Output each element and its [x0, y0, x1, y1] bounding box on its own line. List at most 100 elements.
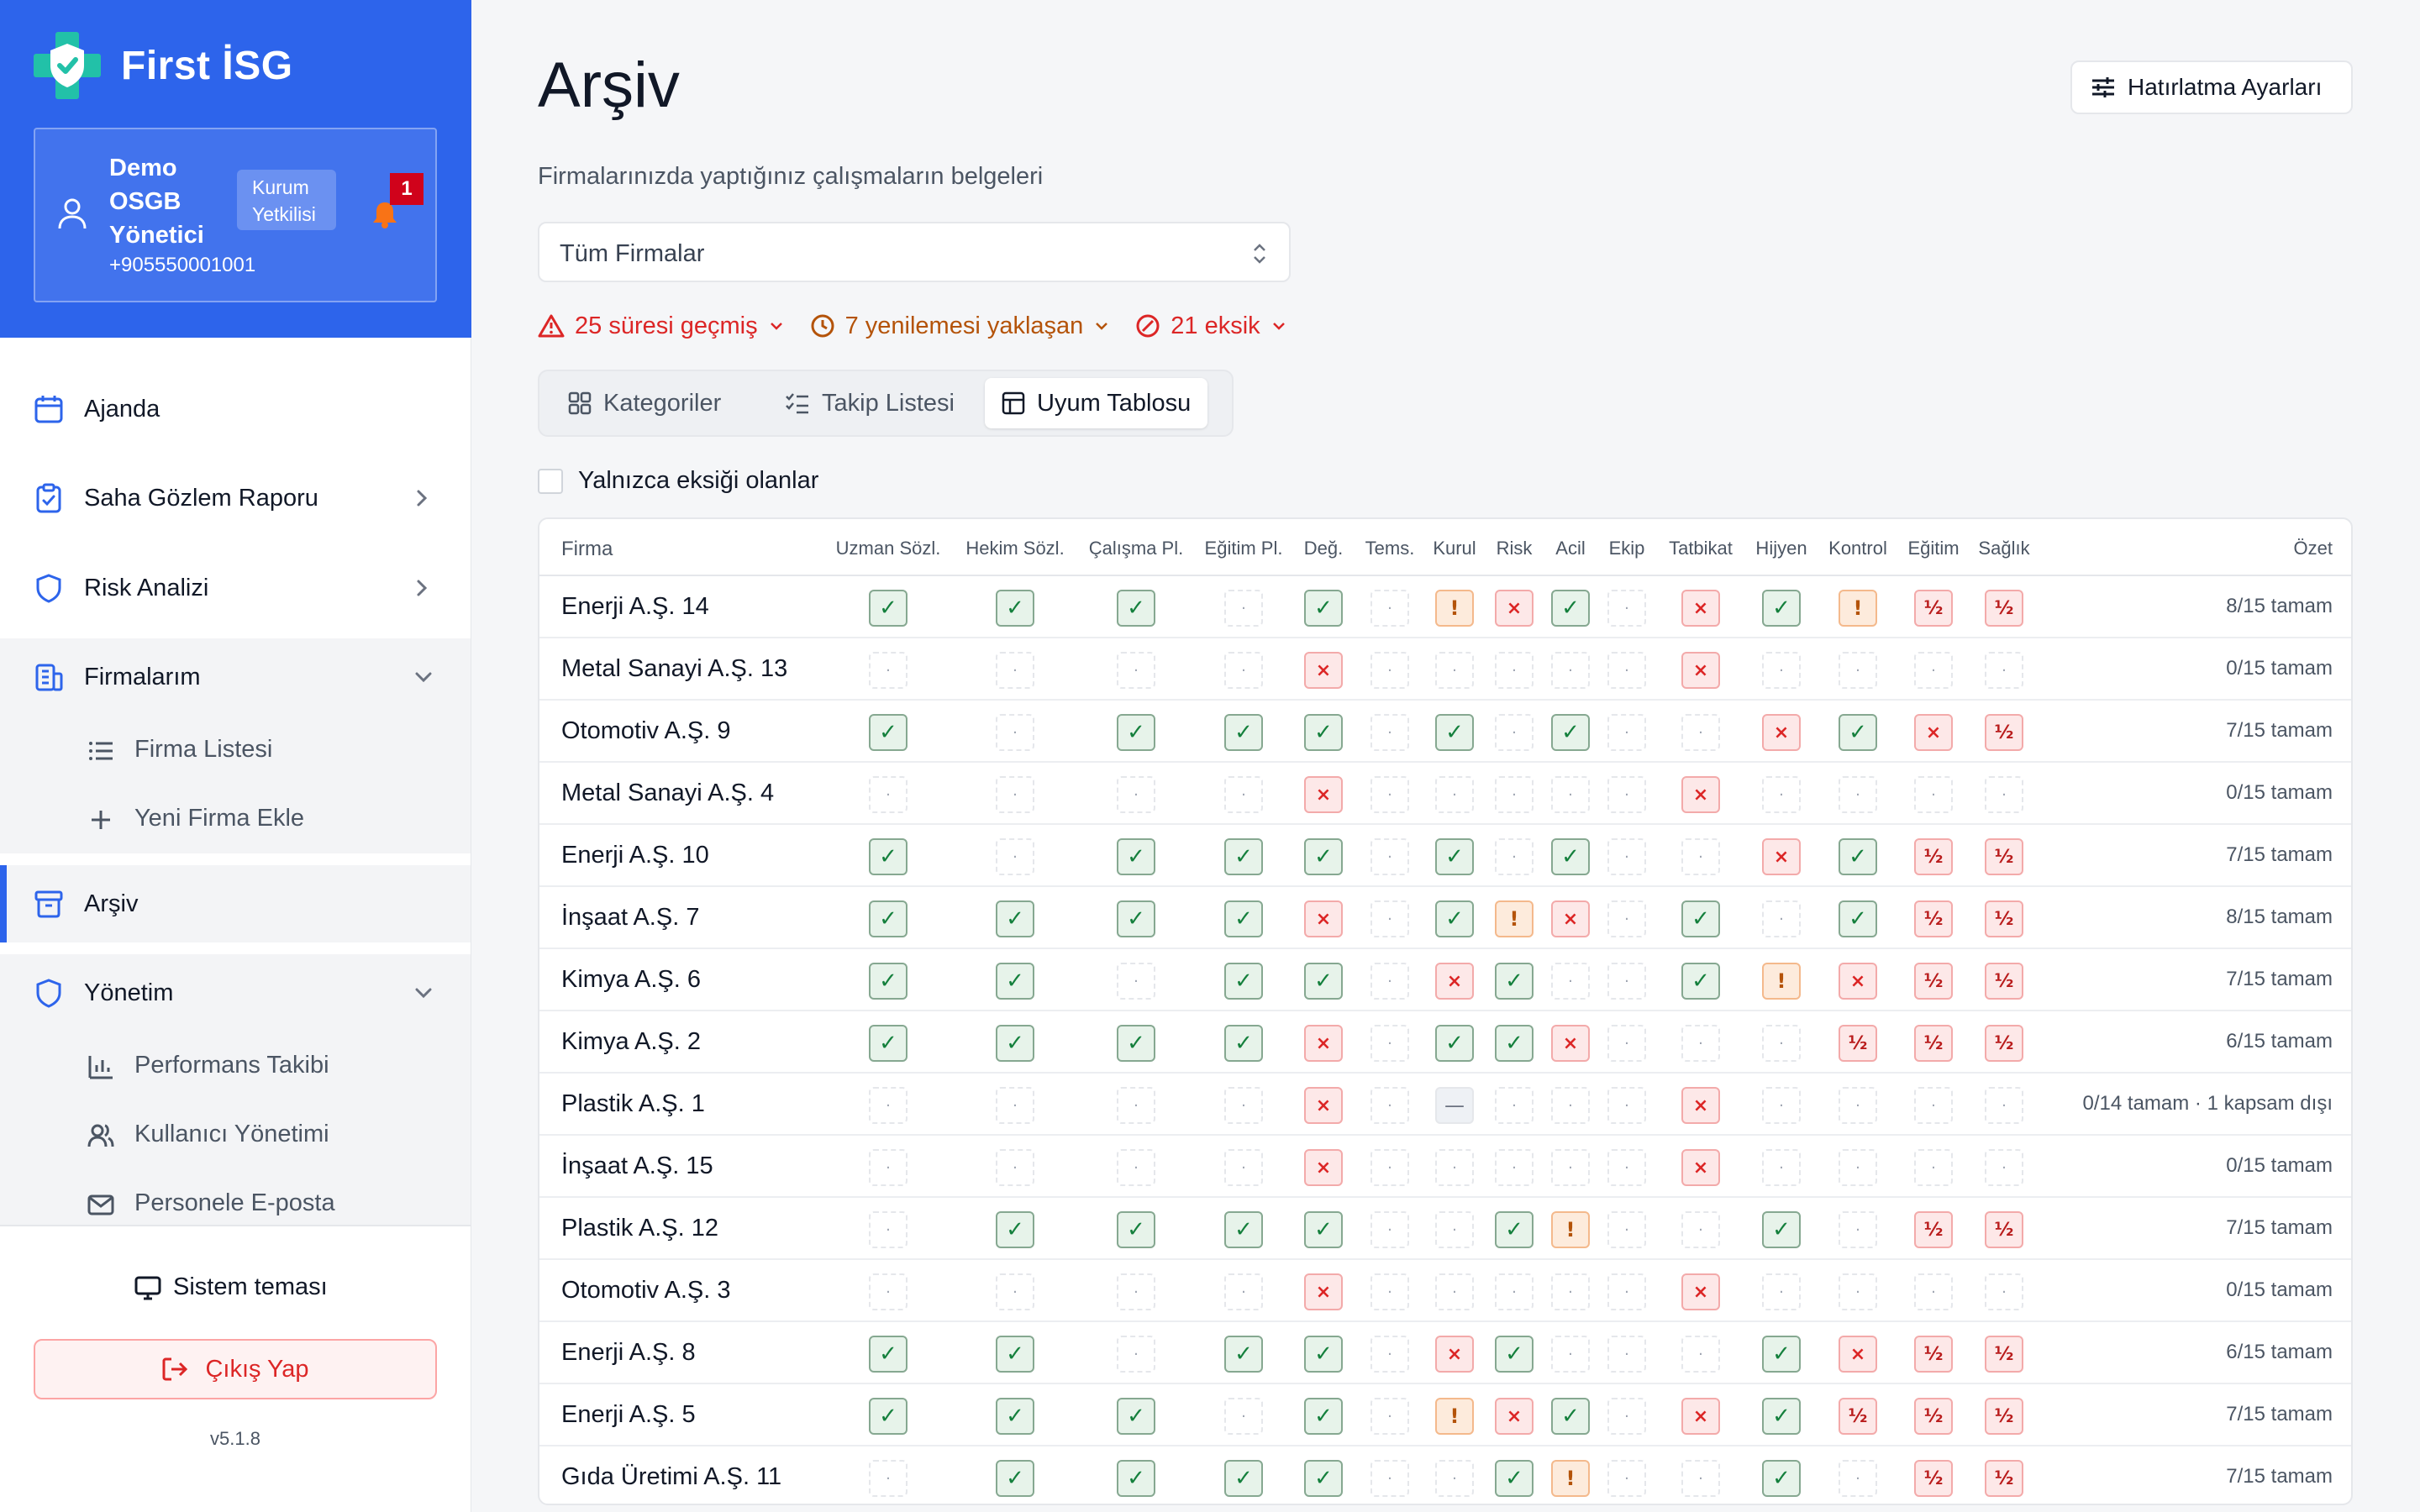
status-empty-cell[interactable]: ·: [1607, 1087, 1646, 1124]
table-row[interactable]: Kimya A.Ş. 2 ✓ ✓ ✓ ✓ × · ✓ ✓ × · · · ½ ½ ½ 6/15 tamam: [539, 1011, 2351, 1074]
status-empty-cell[interactable]: ·: [1607, 963, 1646, 1000]
status-partial-icon[interactable]: ½: [1985, 1211, 2023, 1248]
column-header[interactable]: Sağlık: [1978, 538, 2030, 559]
sidebar-item-risk-analizi[interactable]: Risk Analizi: [0, 549, 471, 627]
sidebar-item-kullanici[interactable]: Kullanıcı Yönetimi: [0, 1100, 471, 1169]
status-complete-icon[interactable]: ✓: [1224, 1460, 1263, 1497]
status-empty-cell[interactable]: ·: [1839, 1149, 1877, 1186]
status-warning-icon[interactable]: !: [1435, 1398, 1474, 1435]
app-logo[interactable]: First İSG: [34, 32, 293, 99]
status-empty-cell[interactable]: ·: [1681, 714, 1720, 751]
status-complete-icon[interactable]: ✓: [996, 963, 1034, 1000]
status-empty-cell[interactable]: ·: [1762, 1273, 1801, 1310]
table-row[interactable]: Plastik A.Ş. 12 · ✓ ✓ ✓ ✓ · · ✓! · · ✓ · ½ ½ 7/15 tamam: [539, 1198, 2351, 1260]
status-empty-cell[interactable]: ·: [1370, 1398, 1409, 1435]
status-partial-icon[interactable]: ½: [1985, 900, 2023, 937]
status-empty-cell[interactable]: ·: [1839, 776, 1877, 813]
status-complete-icon[interactable]: ✓: [996, 1025, 1034, 1062]
table-row[interactable]: Otomotiv A.Ş. 9 ✓ · ✓ ✓ ✓ · ✓ · ✓ · · × ✓ × ½ 7/15 tamam: [539, 701, 2351, 763]
status-complete-icon[interactable]: ✓: [1117, 714, 1155, 751]
status-missing-icon[interactable]: ×: [1839, 963, 1877, 1000]
status-missing-icon[interactable]: ×: [1304, 1149, 1343, 1186]
table-row[interactable]: Plastik A.Ş. 1 · · · · × · — · · · × · · · · 0/14 tamam …: [539, 1074, 2351, 1136]
status-partial-icon[interactable]: ½: [1914, 1025, 1953, 1062]
status-empty-cell[interactable]: ·: [1495, 838, 1534, 875]
upcoming-filter[interactable]: 7 yenilemesi yaklaşan: [810, 312, 1111, 340]
table-row[interactable]: Kimya A.Ş. 6 ✓ ✓ · ✓ ✓ · × ✓ · · ✓! × ½ ½ 7/15 tamam: [539, 949, 2351, 1011]
status-partial-icon[interactable]: ½: [1914, 963, 1953, 1000]
sidebar-item-yeni-firma[interactable]: Yeni Firma Ekle: [0, 785, 471, 853]
status-missing-icon[interactable]: ×: [1304, 1025, 1343, 1062]
column-header[interactable]: Eğitim Pl.: [1204, 538, 1283, 559]
status-warning-icon[interactable]: !: [1762, 963, 1801, 1000]
status-partial-icon[interactable]: ½: [1985, 1336, 2023, 1373]
status-complete-icon[interactable]: ✓: [1551, 590, 1590, 627]
status-empty-cell[interactable]: ·: [996, 1273, 1034, 1310]
status-empty-cell[interactable]: ·: [1435, 1149, 1474, 1186]
status-empty-cell[interactable]: ·: [1985, 652, 2023, 689]
status-empty-cell[interactable]: ·: [996, 1087, 1034, 1124]
status-complete-icon[interactable]: ✓: [1117, 1025, 1155, 1062]
status-empty-cell[interactable]: ·: [869, 1211, 908, 1248]
status-empty-cell[interactable]: ·: [1839, 1460, 1877, 1497]
status-empty-cell[interactable]: ·: [1370, 963, 1409, 1000]
reminder-settings-button[interactable]: Hatırlatma Ayarları: [2070, 60, 2353, 114]
status-empty-cell[interactable]: ·: [1435, 1211, 1474, 1248]
status-empty-cell[interactable]: ·: [869, 776, 908, 813]
status-complete-icon[interactable]: ✓: [1117, 838, 1155, 875]
status-empty-cell[interactable]: ·: [996, 776, 1034, 813]
status-empty-cell[interactable]: ·: [1435, 1460, 1474, 1497]
status-empty-cell[interactable]: ·: [996, 1149, 1034, 1186]
status-not-applicable-icon[interactable]: —: [1435, 1087, 1474, 1124]
status-empty-cell[interactable]: ·: [1551, 652, 1590, 689]
status-complete-icon[interactable]: ✓: [996, 590, 1034, 627]
status-empty-cell[interactable]: ·: [1607, 900, 1646, 937]
status-partial-icon[interactable]: ½: [1914, 1336, 1953, 1373]
table-row[interactable]: Enerji A.Ş. 10 ✓ · ✓ ✓ ✓ · ✓ · ✓ · · × ✓ ½ ½ 7/15 tamam: [539, 825, 2351, 887]
status-missing-icon[interactable]: ×: [1551, 900, 1590, 937]
status-empty-cell[interactable]: ·: [1607, 1336, 1646, 1373]
status-empty-cell[interactable]: ·: [1370, 838, 1409, 875]
status-complete-icon[interactable]: ✓: [1762, 1336, 1801, 1373]
status-complete-icon[interactable]: ✓: [1117, 590, 1155, 627]
status-missing-icon[interactable]: ×: [1762, 838, 1801, 875]
sidebar-item-eposta[interactable]: Personele E-posta: [0, 1169, 471, 1225]
sidebar-item-yonetim[interactable]: Yönetim: [0, 954, 471, 1032]
status-complete-icon[interactable]: ✓: [1224, 1336, 1263, 1373]
status-complete-icon[interactable]: ✓: [1762, 1398, 1801, 1435]
status-partial-icon[interactable]: ½: [1914, 1398, 1953, 1435]
status-empty-cell[interactable]: ·: [1607, 1273, 1646, 1310]
status-empty-cell[interactable]: ·: [1117, 776, 1155, 813]
status-empty-cell[interactable]: ·: [1914, 776, 1953, 813]
status-complete-icon[interactable]: ✓: [1117, 1460, 1155, 1497]
status-partial-icon[interactable]: ½: [1985, 838, 2023, 875]
status-complete-icon[interactable]: ✓: [1304, 590, 1343, 627]
status-partial-icon[interactable]: ½: [1839, 1025, 1877, 1062]
status-complete-icon[interactable]: ✓: [1224, 963, 1263, 1000]
status-empty-cell[interactable]: ·: [1681, 838, 1720, 875]
status-empty-cell[interactable]: ·: [1224, 1273, 1263, 1310]
status-partial-icon[interactable]: ½: [1985, 714, 2023, 751]
status-complete-icon[interactable]: ✓: [1435, 1025, 1474, 1062]
status-complete-icon[interactable]: ✓: [869, 963, 908, 1000]
status-missing-icon[interactable]: ×: [1681, 1149, 1720, 1186]
column-header[interactable]: Tems.: [1365, 538, 1415, 559]
status-complete-icon[interactable]: ✓: [1224, 1211, 1263, 1248]
status-warning-icon[interactable]: !: [1551, 1460, 1590, 1497]
status-empty-cell[interactable]: ·: [1224, 1149, 1263, 1186]
status-missing-icon[interactable]: ×: [1304, 1087, 1343, 1124]
status-partial-icon[interactable]: ½: [1914, 590, 1953, 627]
status-missing-icon[interactable]: ×: [1681, 1087, 1720, 1124]
sidebar-item-firmalarim[interactable]: Firmalarım: [0, 638, 471, 716]
status-empty-cell[interactable]: ·: [1985, 1149, 2023, 1186]
table-row[interactable]: İnşaat A.Ş. 15 · · · · × · · · · · × · · · · 0/15 tamam: [539, 1136, 2351, 1198]
status-empty-cell[interactable]: ·: [1914, 1087, 1953, 1124]
status-complete-icon[interactable]: ✓: [869, 900, 908, 937]
table-row[interactable]: Enerji A.Ş. 5 ✓ ✓ ✓ · ✓ ·! × ✓ · × ✓ ½ ½ ½ 7/15 tamam: [539, 1384, 2351, 1446]
column-header[interactable]: Hijyen: [1755, 538, 1807, 559]
status-empty-cell[interactable]: ·: [1495, 652, 1534, 689]
status-empty-cell[interactable]: ·: [1117, 1336, 1155, 1373]
status-complete-icon[interactable]: ✓: [1304, 838, 1343, 875]
user-card[interactable]: Demo OSGB Yönetici Kurum Yetkilisi +9055…: [34, 128, 437, 302]
status-empty-cell[interactable]: ·: [1495, 714, 1534, 751]
